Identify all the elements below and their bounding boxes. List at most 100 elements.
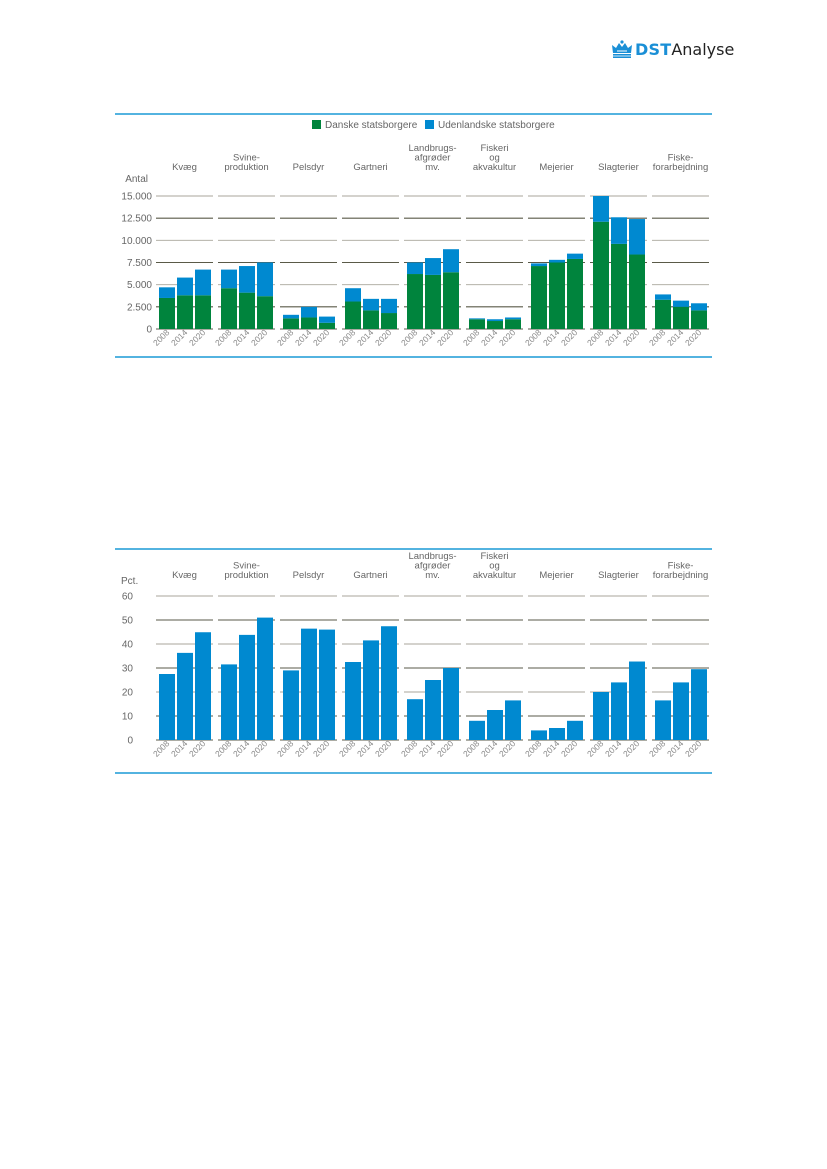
group-label: Svine-	[233, 153, 260, 164]
bar-danske-2020	[629, 254, 645, 329]
bar-danske-2014	[487, 321, 503, 329]
bar-danske-2020	[319, 322, 335, 329]
chart-antal-stacked: Danske statsborgere Udenlandske statsborg…	[115, 113, 712, 358]
y-tick-label: 0	[146, 325, 152, 336]
x-tick-label: 2014	[603, 738, 624, 759]
bar-pct-2020	[319, 629, 335, 740]
group-label: Mejerier	[539, 570, 573, 581]
y-tick-label: 50	[122, 616, 134, 627]
x-tick-label: 2014	[603, 327, 624, 348]
group-label: Gartneri	[353, 162, 387, 173]
x-tick-label: 2008	[213, 327, 234, 348]
x-tick-label: 2008	[151, 738, 172, 759]
x-tick-label: 2020	[187, 738, 208, 759]
x-tick-label: 2014	[355, 327, 376, 348]
x-tick-label: 2008	[213, 738, 234, 759]
bar-pct-2014	[363, 640, 379, 740]
x-tick-label: 2020	[435, 327, 456, 348]
logo-brand: DST	[635, 39, 672, 59]
x-tick-label: 2008	[337, 738, 358, 759]
x-tick-label: 2014	[355, 738, 376, 759]
x-tick-label: 2008	[585, 327, 606, 348]
x-tick-label: 2014	[293, 738, 314, 759]
bar-danske-2020	[443, 272, 459, 329]
bar-danske-2020	[381, 313, 397, 329]
bar-pct-2020	[691, 669, 707, 740]
x-tick-label: 2014	[665, 738, 686, 759]
bar-danske-2014	[549, 262, 565, 329]
logo-suffix: Analyse	[671, 39, 735, 59]
bar-udenlandske-2014	[425, 258, 441, 275]
group-label: Pelsdyr	[293, 570, 325, 581]
y-axis-label: Antal	[125, 174, 148, 185]
bar-pct-2008	[283, 670, 299, 740]
group-label: Fiskeri	[481, 551, 509, 562]
x-tick-label: 2008	[523, 327, 544, 348]
bar-udenlandske-2008	[407, 262, 423, 275]
bar-danske-2020	[195, 295, 211, 329]
bar-danske-2014	[363, 310, 379, 329]
bar-udenlandske-2014	[673, 300, 689, 307]
bar-danske-2014	[425, 274, 441, 329]
y-tick-label: 5.000	[127, 280, 152, 291]
bar-udenlandske-2008	[531, 263, 547, 267]
x-tick-label: 2008	[337, 327, 358, 348]
x-tick-label: 2020	[683, 327, 704, 348]
group-label: Fiskeri	[481, 143, 509, 154]
bar-udenlandske-2014	[363, 298, 379, 311]
x-tick-label: 2008	[647, 738, 668, 759]
x-tick-label: 2020	[373, 327, 394, 348]
x-tick-label: 2008	[275, 327, 296, 348]
bar-pct-2014	[425, 680, 441, 740]
bar-pct-2014	[673, 682, 689, 740]
bar-pct-2008	[469, 720, 485, 740]
bar-udenlandske-2020	[257, 262, 273, 297]
x-tick-label: 2014	[665, 327, 686, 348]
bar-pct-2020	[505, 700, 521, 740]
bar-udenlandske-2008	[593, 196, 609, 222]
x-tick-label: 2020	[497, 327, 518, 348]
group-label: forarbejdning	[653, 162, 708, 173]
bar-udenlandske-2014	[487, 319, 503, 322]
bar-udenlandske-2014	[177, 277, 193, 296]
y-tick-label: 0	[127, 736, 133, 747]
bar-udenlandske-2020	[629, 219, 645, 255]
bar-danske-2008	[655, 299, 671, 329]
bar-pct-2020	[257, 617, 273, 740]
y-tick-label: 10	[122, 712, 134, 723]
group-label: Fiske-	[668, 153, 694, 164]
bar-udenlandske-2008	[655, 294, 671, 300]
bar-pct-2014	[611, 682, 627, 740]
bar-udenlandske-2008	[159, 287, 175, 298]
x-tick-label: 2014	[231, 327, 252, 348]
x-tick-label: 2020	[249, 738, 270, 759]
x-tick-label: 2014	[541, 738, 562, 759]
bar-danske-2014	[301, 317, 317, 329]
y-tick-label: 15.000	[121, 192, 152, 203]
bar-udenlandske-2020	[443, 249, 459, 273]
group-label: afgrøder	[415, 561, 451, 572]
bar-udenlandske-2014	[239, 266, 255, 293]
x-tick-label: 2014	[417, 327, 438, 348]
bar-pct-2020	[381, 626, 397, 740]
bar-danske-2014	[673, 306, 689, 329]
x-tick-label: 2020	[311, 738, 332, 759]
dst-analyse-logo: DST Analyse	[611, 38, 734, 60]
bar-udenlandske-2020	[567, 253, 583, 259]
y-tick-label: 10.000	[121, 236, 152, 247]
x-tick-label: 2020	[187, 327, 208, 348]
bar-udenlandske-2020	[319, 316, 335, 323]
bar-danske-2008	[469, 319, 485, 329]
x-tick-label: 2014	[541, 327, 562, 348]
bar-danske-2008	[407, 274, 423, 329]
y-tick-label: 12.500	[121, 214, 152, 225]
group-label: produktion	[224, 162, 268, 173]
y-tick-label: 30	[122, 664, 134, 675]
bar-danske-2014	[611, 243, 627, 329]
x-tick-label: 2008	[461, 327, 482, 348]
x-tick-label: 2020	[559, 327, 580, 348]
group-label: mv.	[425, 162, 440, 173]
x-tick-label: 2020	[435, 738, 456, 759]
bar-udenlandske-2020	[505, 317, 521, 320]
x-tick-label: 2008	[461, 738, 482, 759]
